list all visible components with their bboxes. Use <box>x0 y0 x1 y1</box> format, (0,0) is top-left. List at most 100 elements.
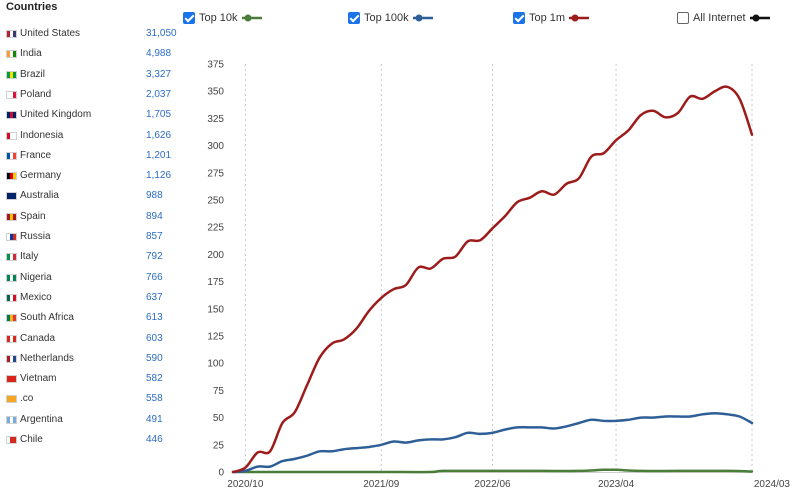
country-row[interactable]: Australia 988 <box>0 188 190 206</box>
country-row[interactable]: .co 558 <box>0 391 190 409</box>
country-row[interactable]: Chile 446 <box>0 432 190 450</box>
country-value[interactable]: 1,126 <box>146 170 172 182</box>
flag-icon <box>6 212 17 221</box>
flag-icon <box>6 354 17 363</box>
y-tick-label: 125 <box>207 332 224 343</box>
country-value[interactable]: 446 <box>146 434 163 445</box>
legend-checkbox[interactable] <box>348 12 360 24</box>
country-value[interactable]: 766 <box>146 271 163 283</box>
legend-checkbox[interactable] <box>513 12 525 24</box>
flag-icon <box>6 151 17 160</box>
country-value[interactable]: 1,705 <box>146 109 172 121</box>
country-name: Chile <box>20 434 43 445</box>
x-tick-label: 2023/04 <box>598 479 635 490</box>
legend-line-symbol-icon <box>569 14 590 22</box>
y-tick-label: 300 <box>207 141 224 152</box>
country-row[interactable]: South Africa 613 <box>0 310 190 328</box>
country-value[interactable]: 31,050 <box>146 28 177 39</box>
country-row[interactable]: Canada 603 <box>0 331 190 349</box>
country-row[interactable]: Argentina 491 <box>0 412 190 430</box>
country-value[interactable]: 1,201 <box>146 149 172 161</box>
y-tick-label: 175 <box>207 277 224 288</box>
legend-checkbox[interactable] <box>183 12 195 24</box>
country-value[interactable]: 558 <box>146 393 163 405</box>
country-value[interactable]: 988 <box>146 190 163 202</box>
country-name: Vietnam <box>20 373 57 385</box>
flag-icon <box>6 375 17 384</box>
y-tick-label: 250 <box>207 196 224 207</box>
country-value[interactable]: 637 <box>146 291 163 303</box>
country-row[interactable]: Indonesia 1,626 <box>0 128 190 146</box>
country-row[interactable]: United States 31,050 <box>0 26 190 44</box>
legend-label: Top 10k <box>199 12 238 24</box>
countries-heading: Countries <box>6 1 58 13</box>
country-value[interactable]: 792 <box>146 251 163 263</box>
legend-item[interactable]: Top 100k <box>348 10 434 26</box>
country-name: Indonesia <box>20 129 64 141</box>
y-tick-label: 375 <box>207 60 224 71</box>
country-value[interactable]: 603 <box>146 332 163 344</box>
y-tick-label: 50 <box>213 413 225 424</box>
legend-label: Top 100k <box>364 12 409 24</box>
country-row[interactable]: Vietnam 582 <box>0 371 190 389</box>
legend-item[interactable]: Top 10k <box>183 10 263 26</box>
flag-icon <box>6 395 17 404</box>
country-value[interactable]: 582 <box>146 373 163 385</box>
x-tick-label: 2021/09 <box>363 479 400 490</box>
country-name: India <box>20 48 42 60</box>
legend-checkbox[interactable] <box>677 12 689 24</box>
y-tick-label: 350 <box>207 87 224 98</box>
flag-icon <box>6 172 17 181</box>
country-row[interactable]: Spain 894 <box>0 209 190 227</box>
country-name: United Kingdom <box>20 109 92 121</box>
legend-line-symbol-icon <box>412 14 433 22</box>
country-row[interactable]: United Kingdom 1,705 <box>0 107 190 125</box>
flag-icon <box>6 293 17 302</box>
country-value[interactable]: 2,037 <box>146 88 172 100</box>
country-name: Brazil <box>20 68 46 80</box>
legend-item[interactable]: All Internet <box>677 10 771 26</box>
country-row[interactable]: Poland 2,037 <box>0 87 190 105</box>
country-name: Netherlands <box>20 352 74 364</box>
country-name: Mexico <box>20 291 52 303</box>
country-value[interactable]: 857 <box>146 231 163 242</box>
flag-icon <box>6 415 17 424</box>
country-value[interactable]: 894 <box>146 210 163 222</box>
country-value[interactable]: 1,626 <box>146 129 172 141</box>
country-name: France <box>20 149 52 161</box>
country-value[interactable]: 491 <box>146 413 163 425</box>
country-row[interactable]: Mexico 637 <box>0 290 190 308</box>
country-name: Spain <box>20 210 46 222</box>
country-name: Italy <box>20 251 39 263</box>
flag-icon <box>6 314 17 323</box>
flag-icon <box>6 131 17 140</box>
flag-icon <box>6 70 17 79</box>
country-row[interactable]: India 4,988 <box>0 46 190 64</box>
top-10k-line <box>231 468 754 474</box>
country-row[interactable]: Netherlands 590 <box>0 351 190 369</box>
country-value[interactable]: 613 <box>146 312 163 324</box>
country-name: South Africa <box>20 312 74 324</box>
country-value[interactable]: 4,988 <box>146 48 172 60</box>
country-name: United States <box>20 28 81 39</box>
flag-icon <box>6 253 17 262</box>
y-tick-label: 200 <box>207 250 224 261</box>
country-row[interactable]: Germany 1,126 <box>0 168 190 186</box>
country-value[interactable]: 590 <box>146 352 163 364</box>
countries-panel: Countries United States 31,050 India 4,988 B… <box>0 0 190 498</box>
flag-icon <box>6 233 17 241</box>
country-value[interactable]: 3,327 <box>146 68 172 80</box>
flag-icon <box>6 111 17 120</box>
chart-legend: Top 10k Top 100k Top 1m All Internet <box>183 10 800 30</box>
country-name: .co <box>20 393 34 405</box>
country-row[interactable]: Brazil 3,327 <box>0 67 190 85</box>
country-row[interactable]: France 1,201 <box>0 148 190 166</box>
country-row[interactable]: Russia 857 <box>0 229 190 247</box>
legend-item[interactable]: Top 1m <box>513 10 590 26</box>
country-name: Argentina <box>20 413 63 425</box>
country-row[interactable]: Italy 792 <box>0 249 190 267</box>
country-row[interactable]: Nigeria 766 <box>0 270 190 288</box>
flag-icon <box>6 192 17 201</box>
x-tick-label: 2022/06 <box>474 479 511 490</box>
